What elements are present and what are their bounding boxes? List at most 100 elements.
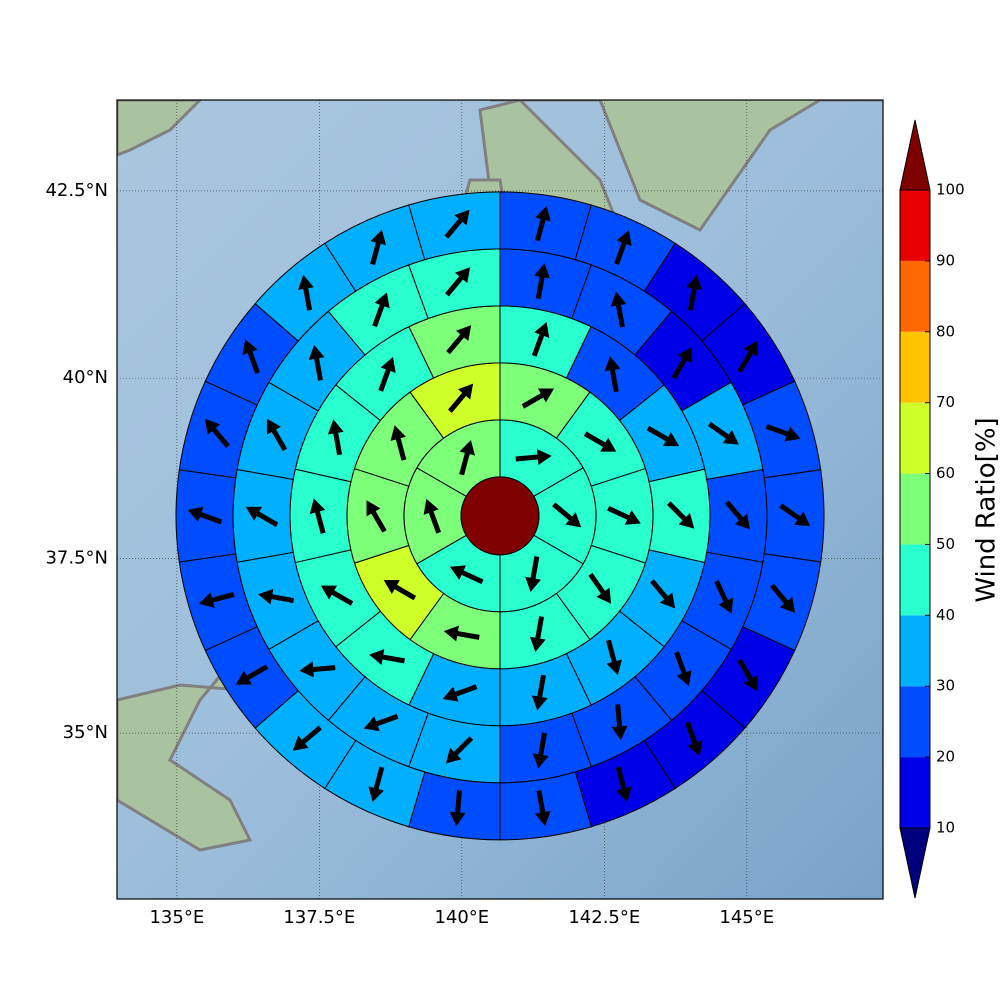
wind-arrow [532,732,549,769]
wind-arrow [714,580,734,614]
wind-arrow [588,572,612,604]
wind-arrow [765,424,801,442]
wind-arrow [521,388,555,409]
x-tick-label: 137.5°E [283,907,355,928]
colorbar-tick-label: 30 [936,677,955,695]
wind-arrow [258,588,295,605]
wind-arrow [611,704,628,741]
wind-arrow [297,274,314,311]
wind-arrow [607,505,641,525]
colorbar-frame [899,189,931,829]
x-tick-label: 135°E [149,907,204,928]
wind-arrow [245,506,279,528]
wind-arrow [534,263,550,300]
wind-arrow [779,503,811,527]
wind-arrow [242,339,260,374]
wind-arrow [372,292,390,328]
wind-arrow [445,736,474,764]
land [117,100,203,157]
wind-arrow [299,661,336,678]
wind-arrow [383,580,417,601]
colorbar-tick-label: 80 [936,322,955,340]
wind-arrow [707,421,739,445]
wind-arrow [610,291,627,328]
wind-arrow [235,664,269,685]
wind-arrow [442,684,478,702]
wind-arrow [449,565,484,585]
colorbar-segment [900,544,930,616]
wind-arrow [646,425,680,447]
wind-arrow [525,556,541,593]
wind-arrow [667,501,695,529]
wind-arrow [308,344,325,381]
wind-arrow [449,790,466,827]
colorbar-over [899,119,931,191]
y-tick-label: 35°N [63,722,108,743]
wind-arrow [606,639,622,676]
colorbar-tick-label: 60 [936,464,955,482]
wind-arrow [725,500,751,530]
colorbar-tick-label: 50 [936,535,955,553]
wind-arrow [552,502,582,528]
wind-arrow [685,721,703,757]
wind-arrow [443,625,480,642]
colorbar-segment [900,260,930,332]
wind-arrow [737,658,758,692]
wind-arrow [378,357,396,392]
wind-arrow [604,356,621,393]
x-tick-label: 145°E [719,907,774,928]
wind-arrow [444,209,470,239]
wind-arrow [368,766,385,803]
wind-arrow [187,506,223,525]
wind-arrow [770,583,796,613]
wind-arrow [390,425,407,461]
y-tick-label: 37.5°N [45,548,108,569]
sector [499,191,592,261]
wind-arrow [363,713,399,732]
wind-arrow [531,321,550,357]
sector [499,771,592,841]
colorbar-tick-label: 70 [936,393,955,411]
center-disc [460,476,540,556]
colorbar-segment [900,686,930,758]
wind-arrow [459,440,476,476]
plot-layer [117,100,883,899]
colorbar-tick-label: 90 [936,251,955,269]
wind-arrow [204,418,230,448]
wind-arrow [266,418,288,452]
colorbar-label: Wind Ratio[%] [972,417,1000,602]
wind-arrow [199,592,235,608]
wind-arrow [370,229,387,266]
colorbar-segment [900,190,930,261]
wind-arrow [614,230,632,265]
colorbar-segment [900,331,930,403]
colorbar-under [899,827,931,899]
wind-arrow [671,346,692,380]
colorbar-tick-label: 40 [936,606,955,624]
plot-frame [116,99,884,900]
wind-arrow [529,616,546,652]
wind-arrow [583,431,617,452]
wind-arrow [327,419,344,456]
wind-arrow [686,274,703,311]
wind-arrow [650,579,676,609]
colorbar-tick-label: 100 [936,181,965,199]
wind-arrow [448,383,474,413]
wind-arrow [423,498,442,534]
wind-arrow [534,790,551,827]
wind-arrow [446,325,472,355]
wind-arrow [292,725,322,751]
colorbar-tick-label: 10 [936,819,955,837]
wind-arrow [309,498,326,534]
wind-arrow [674,651,692,687]
wind-arrow [534,205,551,242]
colorbar-tick-label: 20 [936,748,955,766]
colorbar-segment [900,402,930,474]
colorbar-segment [900,615,930,687]
x-tick-label: 140°E [434,907,489,928]
wind-arrow [445,267,471,297]
x-tick-label: 142.5°E [568,907,640,928]
sector [408,771,501,841]
colorbar: 10 20 30 40 50 60 70 80 90 100 [899,119,965,899]
